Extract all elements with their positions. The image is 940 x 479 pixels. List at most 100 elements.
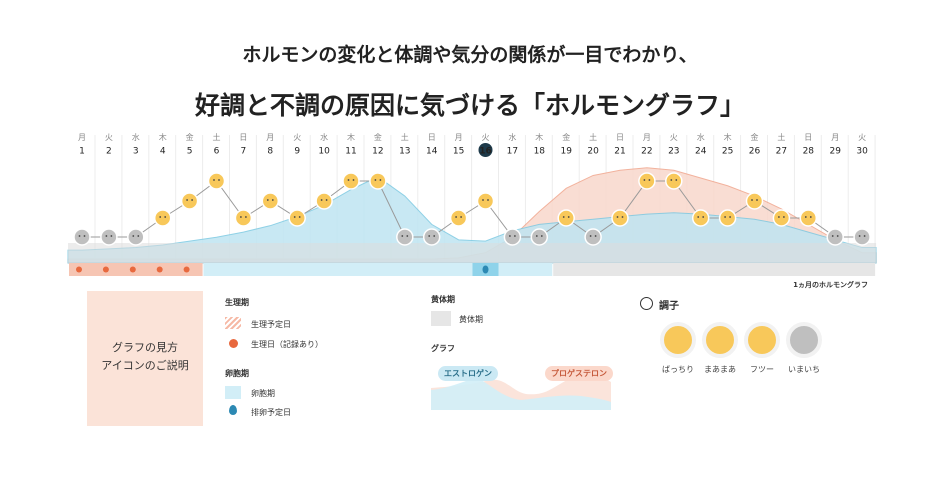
mood-eye <box>105 235 108 237</box>
mood-eye <box>78 235 81 237</box>
weekday-label: 水 <box>132 132 140 142</box>
date-label: 6 <box>214 147 220 157</box>
mood-face-icon <box>369 172 387 190</box>
date-label: 28 <box>803 147 815 157</box>
date-label: 23 <box>668 147 679 157</box>
mood-eye <box>213 179 215 181</box>
today-marker <box>478 143 493 157</box>
mood-eye <box>320 199 323 201</box>
mood-eye <box>164 216 167 218</box>
weekday-label: 金 <box>186 132 194 142</box>
weekday-label: 火 <box>858 133 866 142</box>
mood-eye <box>809 216 812 218</box>
mood-eye <box>863 235 866 237</box>
mood-eye <box>186 199 189 201</box>
mood-face-icon <box>584 228 602 246</box>
weekday-label: 土 <box>777 132 785 142</box>
mood-legend-label: ばっちり <box>662 365 694 374</box>
weekday-label: 木 <box>347 132 355 142</box>
date-label: 26 <box>749 147 761 157</box>
headline-line-2: 好調と不調の原因に気づける「ホルモングラフ」 <box>194 91 745 120</box>
mood-eye <box>245 216 247 218</box>
mood-eye <box>298 216 301 218</box>
mood-face-icon <box>826 228 844 246</box>
weekday-label: 日 <box>239 133 247 142</box>
menstrual-day-icon <box>129 266 136 273</box>
weekday-label: 土 <box>213 132 221 142</box>
date-label: 21 <box>614 147 625 157</box>
mood-eye <box>858 235 861 237</box>
weekday-label: 土 <box>401 132 409 142</box>
mood-face-icon <box>744 322 780 358</box>
date-label: 9 <box>294 147 300 157</box>
mood-eye <box>804 216 807 218</box>
chart-caption: 1ヵ月のホルモングラフ <box>793 280 868 289</box>
estrogen-area <box>67 176 877 264</box>
hormone-chart: 月 1 火 2 水 3 木 4 金 5 土 6 日 7 月 8 火 9 水 10 木 11 金 12 土 13 日 14 月 15 火 16 水… <box>67 132 877 289</box>
mood-face-icon <box>476 192 495 210</box>
mood-face-icon <box>261 192 280 210</box>
mood-face-icon <box>799 209 818 227</box>
weekday-label: 水 <box>697 132 705 142</box>
mood-legend-item: フツー <box>742 322 782 375</box>
luteal-swatch <box>431 311 451 326</box>
baseline-band <box>68 243 877 263</box>
headline-line-1: ホルモンの変化と体調や気分の関係が一目でわかり、 <box>242 44 698 66</box>
mood-eye <box>751 199 753 201</box>
ovulation-drop-icon <box>482 265 489 274</box>
date-label: 30 <box>856 147 868 157</box>
weekday-label: 月 <box>643 133 651 142</box>
mood-eye <box>697 216 700 218</box>
weekday-label: 火 <box>293 133 301 142</box>
date-label: 17 <box>507 147 518 157</box>
menstrual-drop-icon <box>229 339 238 348</box>
weekday-label: 火 <box>482 133 490 142</box>
legend-title-line-1: グラフの見方 <box>112 341 178 354</box>
weekday-label: 木 <box>159 132 167 142</box>
menstrual-expected-label: 生理予定日 <box>251 320 291 329</box>
weekday-label: 土 <box>589 132 597 142</box>
mood-face-icon <box>449 209 468 227</box>
mood-eye <box>729 216 731 218</box>
luteal-label: 黄体期 <box>459 315 483 324</box>
legend-title-box: グラフの見方 アイコンのご説明 <box>87 291 203 426</box>
mood-face-icon <box>207 172 226 190</box>
follicular-label: 卵胞期 <box>251 389 275 398</box>
date-label: 11 <box>345 147 356 157</box>
menstrual-heading: 生理期 <box>225 298 249 307</box>
mood-eye <box>460 216 462 218</box>
mood-face-icon <box>127 228 145 246</box>
mood-eye <box>621 216 624 218</box>
mood-face-icon <box>396 228 414 246</box>
mood-heading: 調子 <box>659 301 679 312</box>
graph-heading: グラフ <box>431 344 455 353</box>
mood-face-icon <box>660 322 696 358</box>
weekday-label: 日 <box>428 133 436 142</box>
weekday-label: 月 <box>78 133 86 142</box>
luteal-heading: 黄体期 <box>431 295 455 304</box>
mood-eye <box>482 199 484 201</box>
mood-face-icon <box>745 192 764 210</box>
date-label: 19 <box>560 147 572 157</box>
date-label: 8 <box>267 147 273 157</box>
mood-eye <box>594 235 597 237</box>
menstrual-day-icon <box>76 266 82 273</box>
mood-eye <box>643 179 646 181</box>
mood-face-icon <box>100 228 118 246</box>
follicular-heading: 卵胞期 <box>225 369 249 378</box>
date-label: 13 <box>399 147 410 157</box>
mood-legend-item: いまいち <box>784 322 824 375</box>
date-label: 2 <box>106 147 112 157</box>
mood-eye <box>670 179 673 181</box>
date-label: 1 <box>79 147 85 157</box>
mood-eye <box>756 199 758 201</box>
weekday-label: 日 <box>616 133 624 142</box>
mood-eye <box>509 235 511 237</box>
estrogen-legend-pill: エストロゲン <box>438 366 498 381</box>
mood-face-icon <box>234 209 253 227</box>
progesterone-legend-pill: プロゲステロン <box>545 366 613 381</box>
mood-face-icon <box>691 209 710 227</box>
legend-title-line-2: アイコンのご説明 <box>101 359 189 372</box>
menstrual-day-label: 生理日（記録あり） <box>251 340 323 349</box>
weekday-label: 月 <box>266 133 274 142</box>
